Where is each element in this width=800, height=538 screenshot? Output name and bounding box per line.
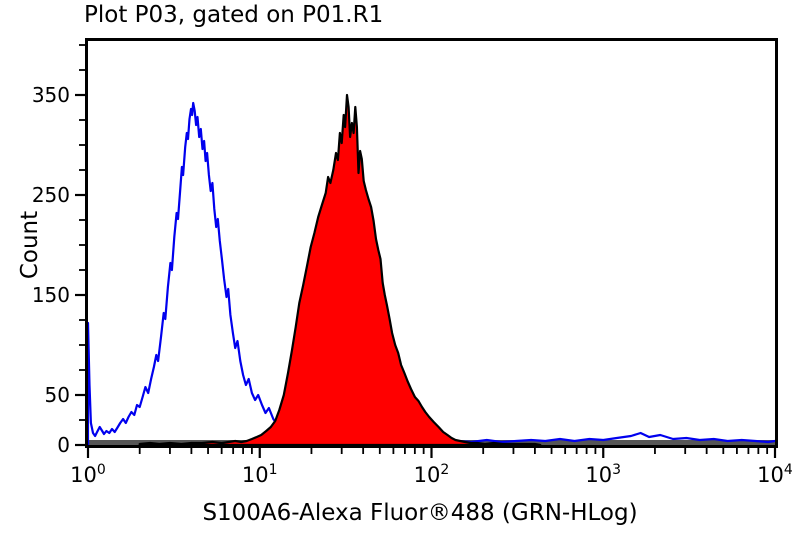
x-axis-label: S100A6-Alexa Fluor®488 (GRN-HLog): [202, 500, 638, 526]
blue-open-histogram: [86, 101, 777, 447]
plot-title: Plot P03, gated on P01.R1: [84, 2, 384, 28]
x-tick-label: 103: [585, 462, 622, 487]
y-tick-label: 50: [44, 383, 70, 407]
y-tick-label: 250: [31, 183, 70, 207]
plot-frame: [85, 38, 778, 448]
y-tick-label: 150: [31, 283, 70, 307]
x-tick-label: 100: [70, 462, 106, 487]
x-tick-label: 102: [413, 462, 450, 487]
red-filled-histogram: [138, 93, 542, 447]
y-tick-label: 350: [31, 83, 70, 107]
x-tick-label: 104: [757, 462, 793, 487]
x-tick-label: 101: [241, 462, 278, 487]
y-tick-label: 0: [57, 433, 70, 457]
